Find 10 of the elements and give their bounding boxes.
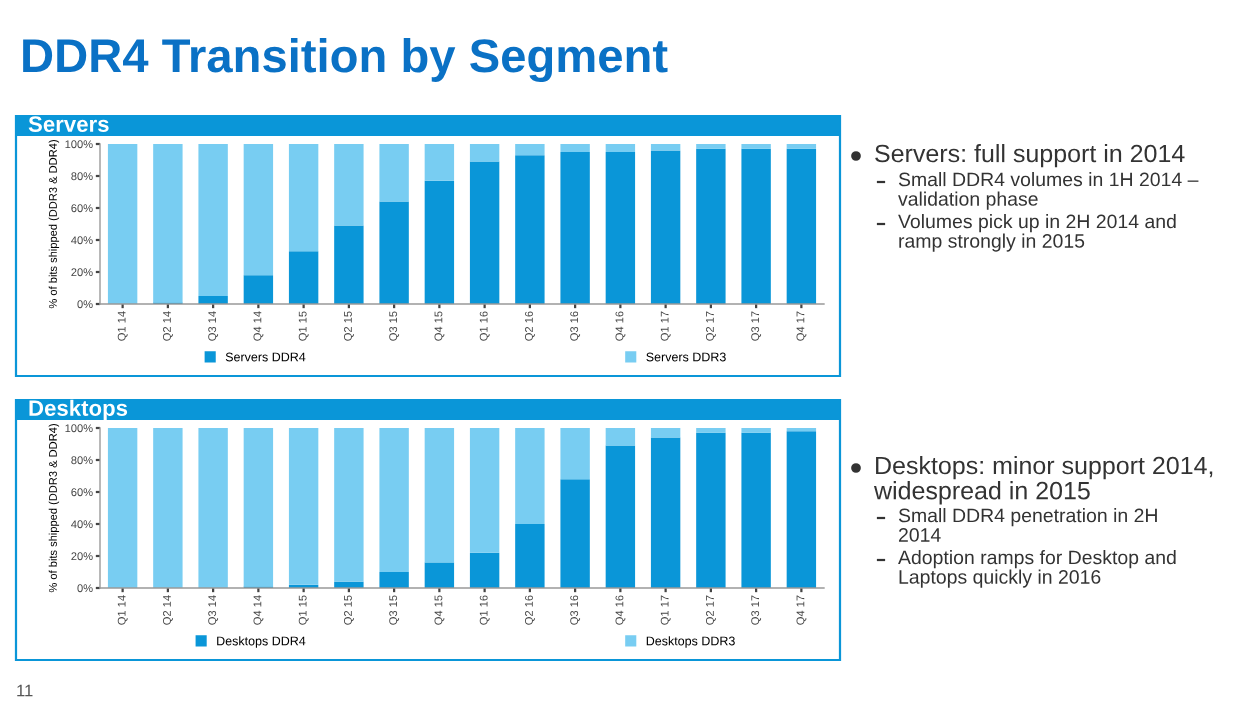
text: 11	[17, 684, 33, 697]
chart-title: Desktops	[29, 399, 128, 421]
text: Desktops: minor support 2014, widespread in 2015	[873, 456, 1213, 505]
text: Small DDR4 volumes in 1H 2014 – validation phase	[898, 172, 1199, 210]
text: Servers: full support in 2014	[875, 144, 1185, 168]
text: DDR4 Transition by Segment	[23, 37, 668, 83]
text: Adoption ramps for Desktop and Laptops quickly in 2016	[898, 550, 1176, 588]
text: Small DDR4 penetration in 2H 2014	[898, 508, 1157, 542]
text: Volumes pick up in 2H 2014 and ramp strongly in 2015	[898, 214, 1176, 252]
chart-title: Servers	[28, 116, 109, 132]
